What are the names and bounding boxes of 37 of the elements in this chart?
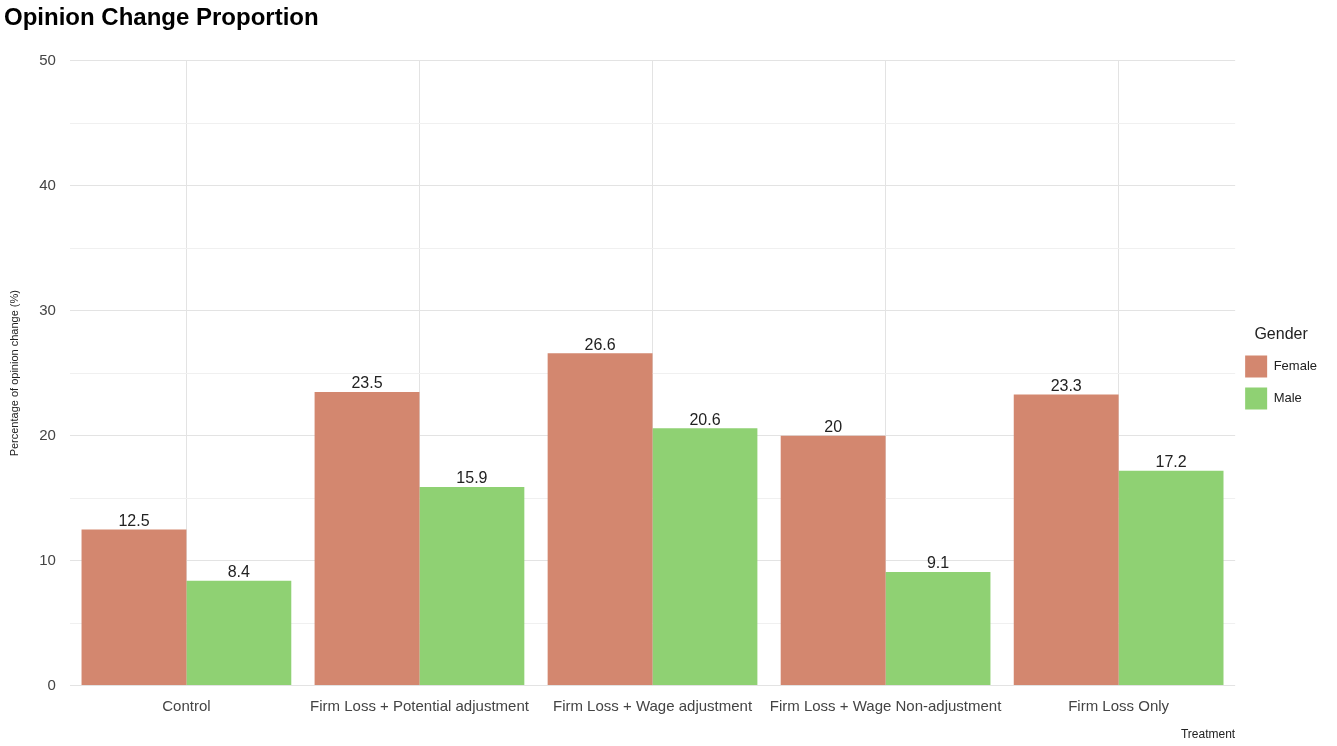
legend-label: Female bbox=[1273, 358, 1318, 374]
y-tick-label: 0 bbox=[47, 675, 56, 693]
legend-title: Gender bbox=[1254, 324, 1309, 342]
chart-title: Opinion Change Proportion bbox=[4, 3, 319, 31]
bar bbox=[186, 580, 292, 686]
bar bbox=[885, 571, 991, 686]
data-label: 20 bbox=[824, 418, 843, 436]
bar bbox=[547, 353, 653, 686]
y-axis-title: Percentage of opinion change (%) bbox=[7, 290, 20, 457]
y-tick-label: 10 bbox=[39, 550, 56, 568]
data-label: 26.6 bbox=[584, 335, 616, 353]
bar bbox=[1013, 394, 1119, 686]
bar bbox=[1118, 470, 1224, 686]
bar bbox=[780, 435, 886, 686]
x-tick-label: Control bbox=[162, 696, 211, 714]
x-tick-label: Firm Loss + Potential adjustment bbox=[310, 696, 530, 714]
data-label: 17.2 bbox=[1155, 453, 1187, 471]
data-label: 23.3 bbox=[1050, 376, 1082, 394]
y-tick-label: 20 bbox=[39, 425, 56, 443]
bar bbox=[314, 391, 420, 686]
y-tick-label: 30 bbox=[39, 300, 56, 318]
y-tick-label: 40 bbox=[39, 175, 56, 193]
legend-label: Male bbox=[1273, 390, 1302, 406]
bar bbox=[81, 529, 187, 686]
data-label: 8.4 bbox=[227, 563, 251, 581]
y-tick-label: 50 bbox=[39, 50, 56, 68]
bar bbox=[652, 428, 758, 686]
data-label: 23.5 bbox=[351, 374, 383, 392]
x-tick-label: Firm Loss + Wage Non-adjustment bbox=[769, 696, 1003, 714]
data-label: 9.1 bbox=[926, 554, 950, 572]
data-label: 20.6 bbox=[689, 410, 721, 428]
data-label: 15.9 bbox=[456, 469, 488, 487]
x-tick-label: Firm Loss Only bbox=[1068, 696, 1170, 714]
data-label: 12.5 bbox=[118, 511, 150, 529]
x-axis-title: Treatment bbox=[1180, 727, 1236, 742]
bar bbox=[419, 486, 525, 686]
x-tick-label: Firm Loss + Wage adjustment bbox=[552, 696, 753, 714]
